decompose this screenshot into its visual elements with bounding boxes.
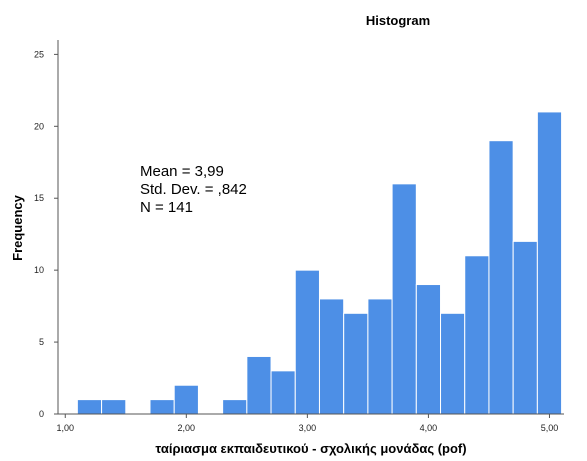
histogram-bar-7 <box>246 355 272 415</box>
y-axis-label: Frequency <box>10 194 25 261</box>
y-tick-label: 0 <box>39 409 44 419</box>
x-tick-label: 2,00 <box>178 423 196 433</box>
stat-std-dev: Std. Dev. = ,842 <box>140 181 247 198</box>
histogram-bar-3 <box>149 399 175 415</box>
x-ticks-group: 1,00 2,00 3,00 4,00 5,00 <box>56 414 558 433</box>
x-tick-label: 3,00 <box>299 423 317 433</box>
stat-mean: Mean = 3,99 <box>140 163 224 180</box>
y-tick-label: 5 <box>39 337 44 347</box>
histogram-bar-8 <box>270 370 296 415</box>
chart-title: Histogram <box>366 13 430 28</box>
y-tick-label: 25 <box>34 49 44 59</box>
histogram-bar-18 <box>512 240 538 415</box>
histogram-bar-10 <box>318 298 345 415</box>
histogram-bar-14 <box>415 284 442 415</box>
histogram-bar-4 <box>173 384 199 415</box>
x-tick-label: 4,00 <box>420 423 438 433</box>
histogram-bar-1 <box>101 399 127 415</box>
y-ticks-group: 0 5 10 15 20 25 <box>34 49 58 419</box>
histogram-bar-16 <box>464 255 490 415</box>
x-tick-label: 1,00 <box>56 423 74 433</box>
stats-annotation: Mean = 3,99 Std. Dev. = ,842 N = 141 <box>140 163 247 216</box>
histogram-bar-0 <box>76 399 103 415</box>
y-tick-label: 15 <box>34 193 44 203</box>
histogram-bar-9 <box>294 269 320 415</box>
x-tick-label: 5,00 <box>541 423 559 433</box>
histogram-bar-11 <box>343 312 369 415</box>
histogram-bar-6 <box>222 399 248 415</box>
y-tick-label: 20 <box>34 121 44 131</box>
y-tick-label: 10 <box>34 265 44 275</box>
histogram-bar-12 <box>367 298 393 415</box>
bars-group <box>76 111 563 415</box>
histogram-bar-15 <box>440 312 466 415</box>
stat-n: N = 141 <box>140 199 193 216</box>
histogram-bar-13 <box>391 183 417 415</box>
x-axis-label: ταίριασμα εκπαιδευτικού - σχολικής μονάδ… <box>155 441 466 456</box>
histogram-bar-17 <box>488 140 514 415</box>
histogram-bar-19 <box>536 111 563 415</box>
